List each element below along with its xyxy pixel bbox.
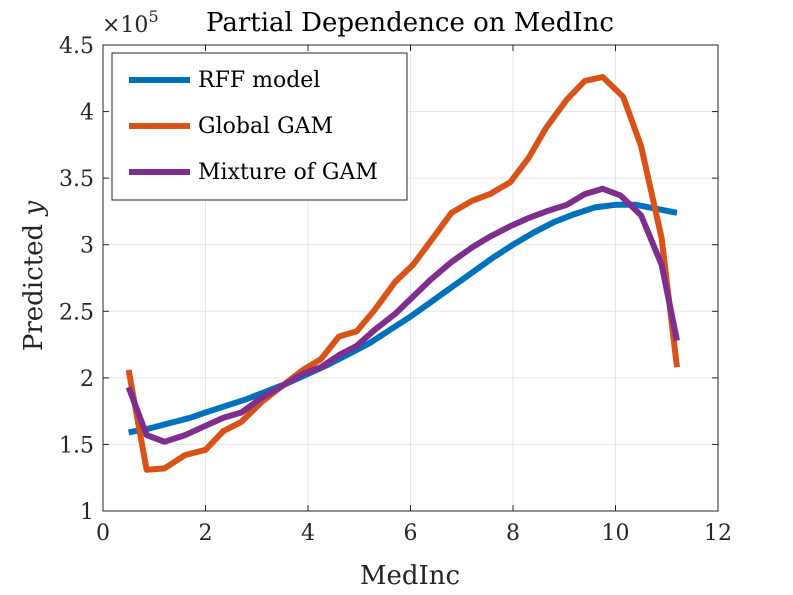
legend-label-mixture-of-gam: Mixture of GAM — [198, 160, 378, 185]
y-axis-title-text: Predicted — [19, 216, 49, 352]
series-line-mixture-of-gam — [125, 185, 680, 445]
x-tick-label: 6 — [404, 521, 418, 546]
legend: RFF model Global GAM Mixture of GAM — [111, 52, 408, 201]
x-tick-label: 4 — [301, 521, 315, 546]
y-tick-label: 4.5 — [59, 34, 94, 59]
y-axis-title-variable: y — [19, 201, 49, 217]
series-line-rff-model — [128, 201, 678, 436]
y-tick-label: 2.5 — [59, 300, 94, 325]
y-axis-title: Predicted y — [19, 201, 49, 352]
y-tick-label: 4 — [80, 101, 94, 126]
x-tick-label: 2 — [199, 521, 213, 546]
y-tick-label: 3.5 — [59, 167, 94, 192]
y-tick-label: 3 — [80, 234, 94, 259]
legend-label-global-gam: Global GAM — [198, 114, 333, 139]
series-line-global-gam — [125, 74, 680, 473]
x-tick-label: 12 — [704, 521, 732, 546]
axis-ticks: 0 2 4 6 8 10 12 1 1.5 2 2.5 3 3.5 4 4.5 — [59, 34, 732, 546]
y-axis-multiplier-exponent: 5 — [148, 7, 158, 26]
y-tick-label: 1.5 — [59, 433, 94, 458]
x-tick-label: 10 — [602, 521, 630, 546]
data-series — [125, 74, 680, 473]
x-axis-title: MedInc — [360, 561, 460, 591]
x-tick-label: 8 — [506, 521, 520, 546]
y-axis-multiplier: ×105 — [102, 7, 159, 38]
y-tick-label: 2 — [80, 367, 94, 392]
y-tick-label: 1 — [80, 500, 94, 525]
legend-label-rff-model: RFF model — [198, 68, 320, 93]
chart-title: Partial Dependence on MedInc — [206, 8, 614, 38]
y-axis-multiplier-base: ×10 — [102, 13, 148, 38]
x-tick-label: 0 — [96, 521, 110, 546]
